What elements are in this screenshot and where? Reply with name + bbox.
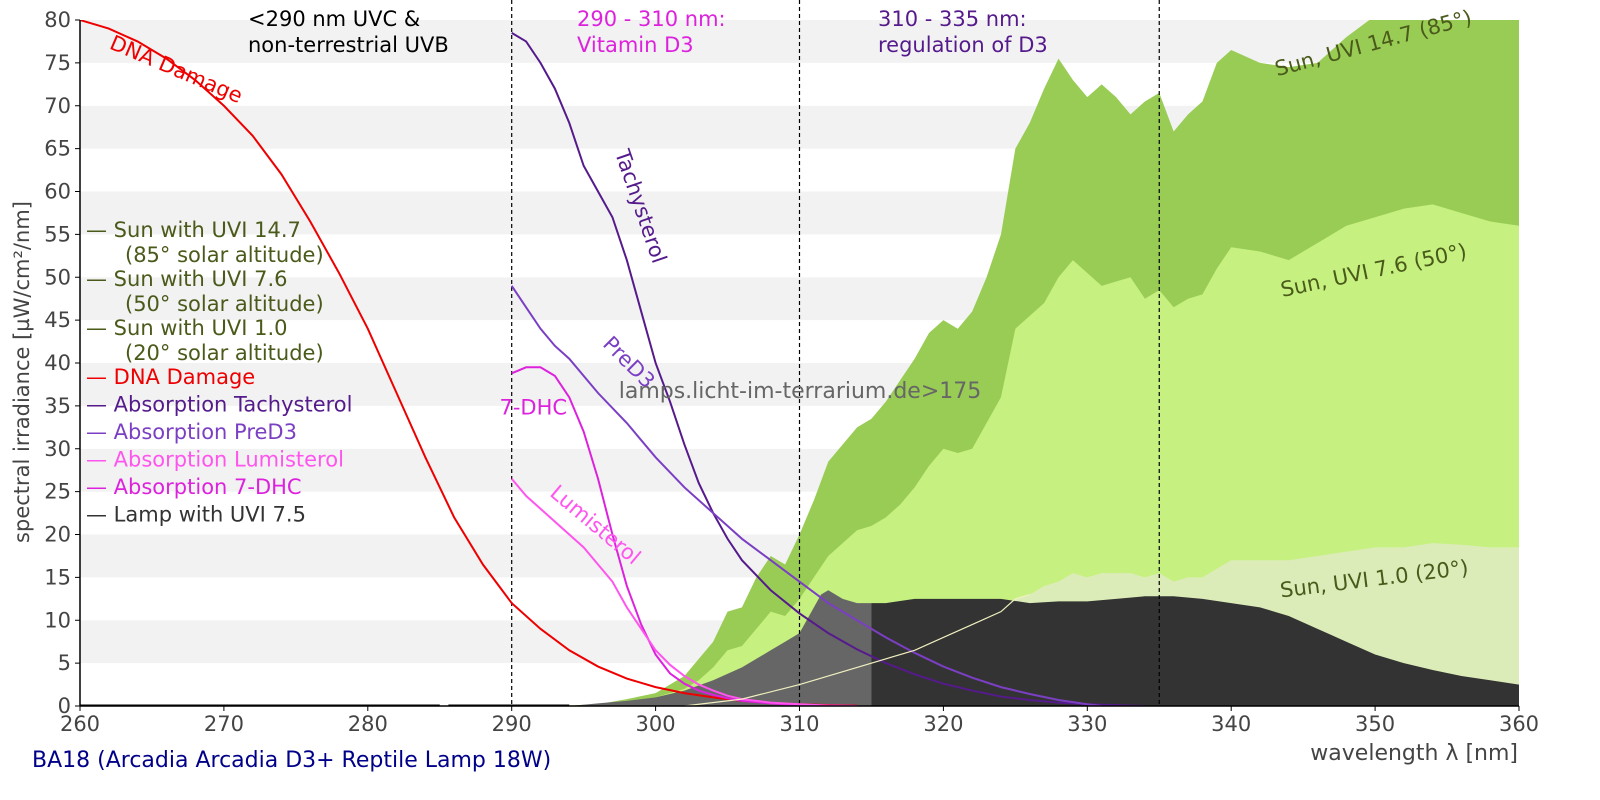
x-tick-label: 280 <box>348 712 388 736</box>
x-tick-label: 330 <box>1067 712 1107 736</box>
y-tick-label: 50 <box>44 265 71 289</box>
legend-entry: — Sun with UVI 7.6 <box>86 267 288 291</box>
x-tick-label: 340 <box>1211 712 1251 736</box>
sun-and-lamp-areas <box>554 20 1519 706</box>
y-tick-label: 30 <box>44 437 71 461</box>
region-d3-line1: 290 - 310 nm: <box>577 7 726 31</box>
axes: 260 270 280 290 300 310 320 330 340 350 360 0 5 10 15 2… <box>44 8 1539 736</box>
region-reg-line1: 310 - 335 nm: <box>878 7 1027 31</box>
x-tick-label: 350 <box>1355 712 1395 736</box>
y-axis-label: spectral irradiance [µW/cm²/nm] <box>10 201 34 543</box>
legend-entry: — Sun with UVI 14.7 <box>86 218 301 242</box>
y-tick-label: 10 <box>44 608 71 632</box>
region-label-uvc: <290 nm UVC & non-terrestrial UVB <box>248 7 449 57</box>
x-tick-label: 360 <box>1499 712 1539 736</box>
y-tick-label: 25 <box>44 480 71 504</box>
legend-entry: — Absorption Lumisterol <box>86 448 344 472</box>
curve-sun-with-uvi-1-0 <box>684 593 1030 706</box>
legend-entry-sub: (20° solar altitude) <box>125 341 324 365</box>
x-axis-label: wavelength λ [nm] <box>1310 741 1518 766</box>
curve-absorption-lumisterol <box>510 478 858 706</box>
y-tick-label: 35 <box>44 394 71 418</box>
area-lamp-with-uvi-7-5-below-315 <box>569 590 872 706</box>
region-uvc-line2: non-terrestrial UVB <box>248 33 449 57</box>
x-tick-label: 260 <box>60 712 100 736</box>
y-tick-label: 65 <box>44 137 71 161</box>
legend-entry: — Absorption PreD3 <box>86 420 297 444</box>
curve-absorption-tachysterol <box>511 32 1145 706</box>
y-tick-label: 80 <box>44 8 71 32</box>
legend-entry: — Sun with UVI 1.0 <box>86 316 288 340</box>
legend-entry: — Absorption 7-DHC <box>86 475 302 499</box>
legend-entry: — Absorption Tachysterol <box>86 393 352 417</box>
y-tick-label: 75 <box>44 51 71 75</box>
absorption-curves <box>80 20 1145 706</box>
y-tick-label: 45 <box>44 308 71 332</box>
region-label-d3: 290 - 310 nm: Vitamin D3 <box>577 7 726 57</box>
x-tick-label: 270 <box>204 712 244 736</box>
curve-absorption-7-dhc <box>511 366 858 706</box>
watermark: lamps.licht-im-terrarium.de>175 <box>619 379 982 404</box>
legend-entry-sub: (50° solar altitude) <box>125 292 324 316</box>
curve-label-7-dhc: 7-DHC <box>499 395 567 419</box>
curve-absorption-pred3 <box>510 285 1102 706</box>
x-tick-label: 310 <box>779 712 819 736</box>
lamp-caption: BA18 (Arcadia Arcadia D3+ Reptile Lamp 1… <box>32 748 551 773</box>
area-lamp-with-uvi-7-5 <box>871 596 1519 706</box>
region-reg-line2: regulation of D3 <box>878 33 1048 57</box>
y-tick-label: 20 <box>44 523 71 547</box>
y-tick-label: 0 <box>58 694 71 718</box>
y-tick-label: 55 <box>44 222 71 246</box>
y-tick-label: 5 <box>58 651 71 675</box>
region-label-regulation: 310 - 335 nm: regulation of D3 <box>878 7 1048 57</box>
region-uvc-line1: <290 nm UVC & <box>248 7 420 31</box>
legend-entry: — DNA Damage <box>86 365 255 389</box>
region-divider-lines <box>511 0 1160 706</box>
x-tick-label: 290 <box>492 712 532 736</box>
y-tick-label: 60 <box>44 180 71 204</box>
y-tick-label: 40 <box>44 351 71 375</box>
legend: — Sun with UVI 14.7(85° solar altitude)—… <box>86 218 352 527</box>
x-tick-label: 320 <box>923 712 963 736</box>
x-tick-label: 300 <box>636 712 676 736</box>
legend-entry: — Lamp with UVI 7.5 <box>86 503 306 527</box>
legend-entry-sub: (85° solar altitude) <box>125 243 324 267</box>
region-d3-line2: Vitamin D3 <box>577 33 694 57</box>
grid-band <box>80 20 1519 63</box>
y-tick-label: 15 <box>44 565 71 589</box>
y-tick-label: 70 <box>44 94 71 118</box>
